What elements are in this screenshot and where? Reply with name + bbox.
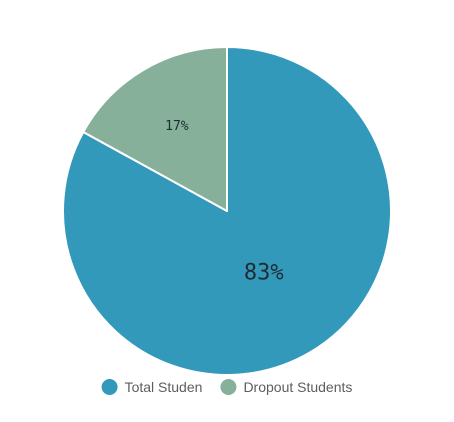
legend: Total Studen Dropout Students bbox=[101, 379, 352, 395]
pie-slice-label-dropout-students: 17% bbox=[165, 119, 189, 134]
pie-slice-dropout-students[interactable] bbox=[82, 46, 228, 212]
pie-slice-labels: 83% 17% bbox=[165, 119, 283, 286]
pie-slice-label-total-studen: 83% bbox=[244, 261, 284, 286]
legend-marker-dropout-students bbox=[220, 379, 237, 395]
legend-label-dropout-students: Dropout Students bbox=[243, 379, 352, 395]
legend-item-dropout-students[interactable]: Dropout Students bbox=[220, 379, 352, 395]
legend-marker-total-studen bbox=[101, 379, 118, 395]
pie-slices bbox=[62, 46, 392, 376]
legend-label-total-studen: Total Studen bbox=[125, 379, 203, 395]
legend-item-total-studen[interactable]: Total Studen bbox=[101, 379, 203, 395]
